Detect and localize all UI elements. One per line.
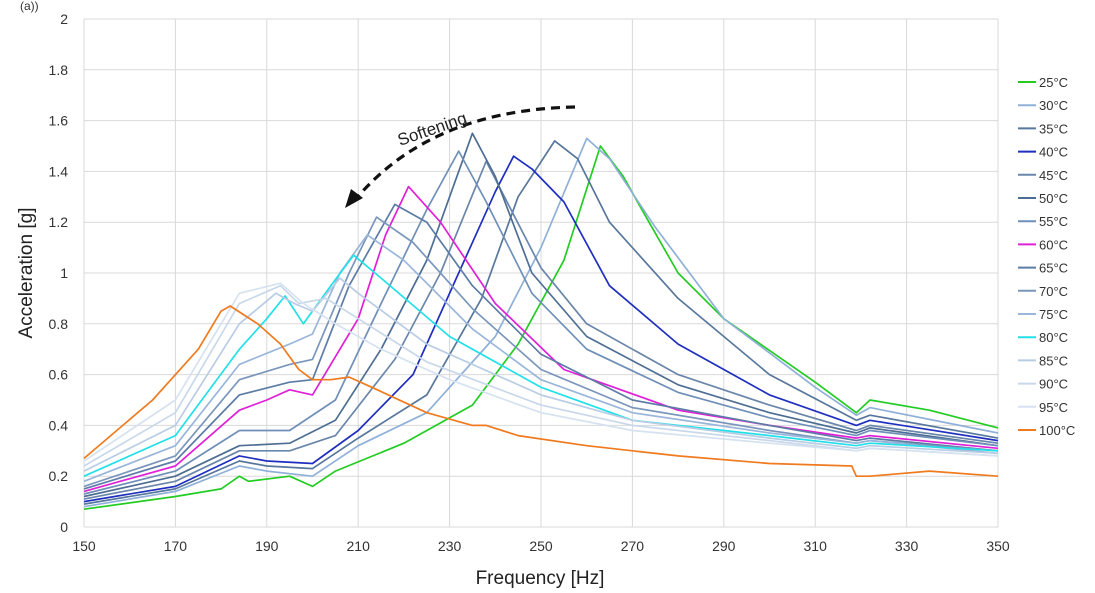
x-tick-label: 150 [72, 538, 96, 554]
legend: 25°C 30°C 35°C 40°C 45°C 50°C 55°C 60°C 65°C 70°C… [1018, 75, 1075, 438]
x-tick-label: 350 [986, 538, 1010, 554]
legend-item: 90°C [1018, 377, 1068, 392]
series-line [83, 132, 999, 498]
y-tick-label: 0.2 [49, 468, 69, 484]
legend-item: 45°C [1018, 168, 1068, 183]
x-tick-label: 190 [255, 538, 279, 554]
x-tick-label: 210 [347, 538, 371, 554]
series-line [83, 234, 999, 483]
x-tick-label: 310 [804, 538, 828, 554]
legend-label: 90°C [1039, 377, 1068, 392]
x-tick-label: 230 [438, 538, 462, 554]
softening-arrow [353, 105, 576, 202]
legend-label: 100°C [1039, 423, 1075, 438]
series-line [83, 150, 999, 495]
legend-item: 30°C [1018, 98, 1068, 113]
softening-arrowhead [345, 189, 363, 208]
y-tick-label: 1.2 [49, 214, 69, 230]
legend-label: 50°C [1039, 191, 1068, 206]
legend-item: 75°C [1018, 307, 1068, 322]
legend-label: 55°C [1039, 214, 1068, 229]
y-tick-label: 1.8 [49, 62, 69, 78]
series-line [83, 137, 999, 508]
series-line [83, 203, 999, 490]
y-axis-ticks: 0 0.2 0.4 0.6 0.8 1 1.2 1.4 1.6 1.8 2 [49, 11, 69, 535]
y-axis-title: Acceleration [g] [16, 208, 37, 339]
legend-item: 55°C [1018, 214, 1068, 229]
top-left-text: (a)) [20, 0, 39, 13]
legend-item: 65°C [1018, 261, 1068, 276]
y-tick-label: 2 [60, 11, 68, 27]
legend-item: 80°C [1018, 330, 1068, 345]
y-tick-label: 0 [60, 519, 68, 535]
x-tick-label: 270 [621, 538, 645, 554]
y-tick-label: 1.4 [49, 163, 69, 179]
y-tick-label: 0.6 [49, 367, 69, 383]
legend-label: 85°C [1039, 353, 1068, 368]
legend-label: 45°C [1039, 168, 1068, 183]
series-line [83, 305, 999, 478]
series-line [83, 160, 999, 500]
legend-label: 40°C [1039, 145, 1068, 160]
y-tick-label: 0.8 [49, 316, 69, 332]
series-line [83, 282, 999, 462]
series-line [83, 155, 999, 503]
series-line [83, 140, 999, 505]
legend-item: 70°C [1018, 284, 1068, 299]
legend-item: 95°C [1018, 400, 1068, 415]
legend-item: 100°C [1018, 423, 1075, 438]
legend-item: 50°C [1018, 191, 1068, 206]
y-tick-label: 0.4 [49, 417, 69, 433]
y-tick-label: 1 [60, 265, 68, 281]
y-tick-label: 1.6 [49, 113, 69, 129]
x-tick-label: 330 [895, 538, 919, 554]
legend-item: 60°C [1018, 237, 1068, 252]
series-line [83, 277, 999, 472]
x-axis-ticks: 150 170 190 210 230 250 270 290 310 330 350 [72, 538, 1010, 554]
legend-label: 25°C [1039, 75, 1068, 90]
legend-label: 75°C [1039, 307, 1068, 322]
legend-label: 30°C [1039, 98, 1068, 113]
x-tick-label: 290 [712, 538, 736, 554]
series-line [83, 254, 999, 477]
legend-label: 60°C [1039, 237, 1068, 252]
legend-label: 35°C [1039, 121, 1068, 136]
softening-label: Softening [395, 108, 469, 149]
legend-item: 85°C [1018, 353, 1068, 368]
legend-label: 65°C [1039, 261, 1068, 276]
legend-label: 70°C [1039, 284, 1068, 299]
legend-label: 95°C [1039, 400, 1068, 415]
grid [83, 18, 999, 528]
legend-item: 35°C [1018, 121, 1068, 136]
legend-item: 40°C [1018, 145, 1068, 160]
series-lines [83, 132, 999, 511]
legend-item: 25°C [1018, 75, 1068, 90]
x-tick-label: 170 [164, 538, 188, 554]
x-axis-title: Frequency [Hz] [476, 568, 605, 589]
x-tick-label: 250 [529, 538, 553, 554]
legend-label: 80°C [1039, 330, 1068, 345]
